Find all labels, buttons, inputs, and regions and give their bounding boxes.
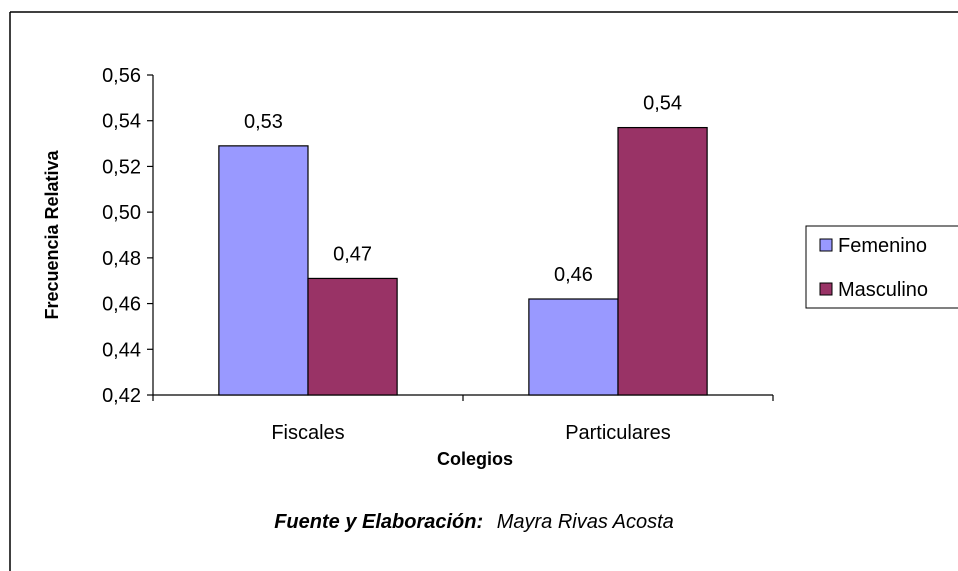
legend-label-femenino: Femenino — [838, 235, 927, 257]
x-axis — [152, 394, 774, 401]
y-axis: 0,42 0,44 0,46 0,48 0,50 0,52 0,54 0,56 — [102, 65, 154, 407]
y-tick-label: 0,44 — [102, 339, 141, 361]
category-label-fiscales: Fiscales — [271, 422, 344, 444]
bar-femenino-particulares — [528, 298, 619, 396]
legend-label-masculino: Masculino — [838, 279, 928, 301]
legend-swatch-femenino — [819, 238, 833, 252]
data-label-femenino-fiscales: 0,53 — [244, 111, 283, 133]
category-labels: Fiscales Particulares — [271, 422, 670, 444]
y-tick-label: 0,56 — [102, 65, 141, 87]
bar-masculino-particulares — [617, 126, 708, 396]
y-tick-label: 0,48 — [102, 248, 141, 270]
bar-masculino-fiscales — [307, 277, 398, 396]
legend: Femenino Masculino — [805, 225, 958, 309]
legend-swatch-masculino — [819, 282, 833, 296]
y-tick-label: 0,50 — [102, 202, 141, 224]
y-tick-label: 0,46 — [102, 294, 141, 316]
data-labels: 0,53 0,47 0,46 0,54 — [244, 93, 682, 286]
y-tick-label: 0,52 — [102, 156, 141, 178]
chart-frame — [9, 11, 958, 571]
y-tick-label: 0,42 — [102, 385, 141, 407]
bars — [218, 126, 708, 396]
bar-femenino-fiscales — [218, 145, 309, 396]
source-note: Fuente y Elaboración: Mayra Rivas Acosta — [274, 511, 674, 533]
category-label-particulares: Particulares — [565, 422, 671, 444]
source-label: Fuente y Elaboración: — [274, 511, 483, 533]
data-label-femenino-particulares: 0,46 — [554, 264, 593, 286]
source-author: Mayra Rivas Acosta — [497, 511, 674, 533]
y-axis-title: Frecuencia Relativa — [42, 149, 62, 319]
data-label-masculino-fiscales: 0,47 — [333, 243, 372, 265]
x-axis-title: Colegios — [437, 449, 513, 469]
y-tick-label: 0,54 — [102, 111, 141, 133]
data-label-masculino-particulares: 0,54 — [643, 93, 682, 115]
